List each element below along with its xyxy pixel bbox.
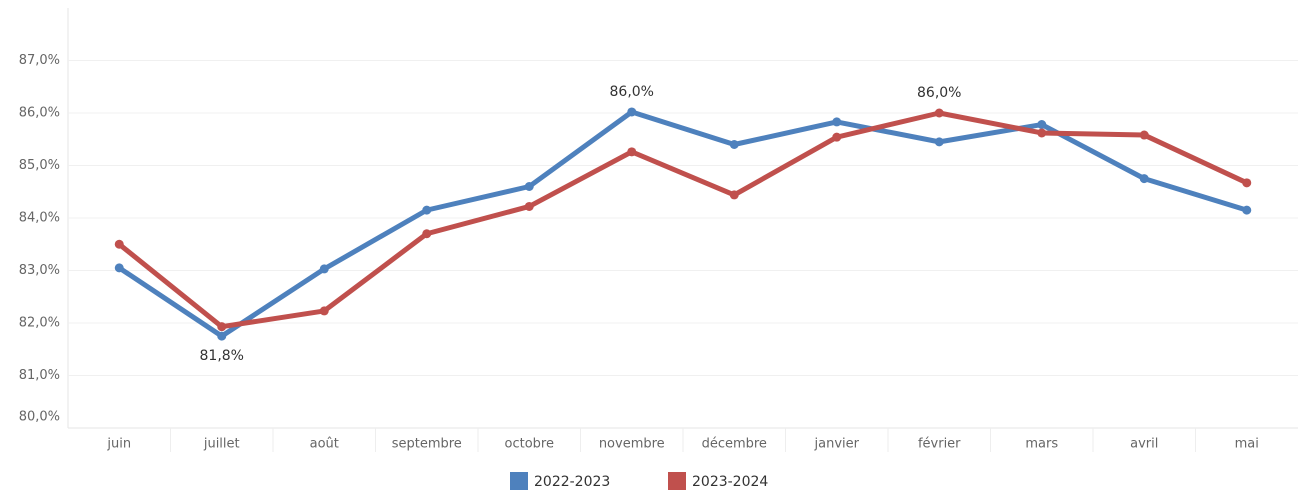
- point: [729, 140, 739, 149]
- y-tick-label: 81,0%: [19, 368, 60, 383]
- x-tick-label: décembre: [702, 437, 767, 452]
- y-tick-label: 82,0%: [19, 316, 60, 331]
- x-tick-label: juin: [106, 437, 131, 452]
- point: [832, 132, 842, 142]
- point: [319, 306, 329, 316]
- legend-label: 2022-2023: [534, 474, 610, 490]
- data-label: 86,0%: [610, 84, 654, 100]
- point: [114, 239, 124, 249]
- point: [1242, 178, 1252, 188]
- point: [627, 147, 637, 157]
- point: [217, 322, 227, 332]
- point: [217, 331, 227, 341]
- series-line: [117, 109, 1248, 339]
- point: [832, 117, 842, 127]
- data-label: 86,0%: [917, 85, 961, 101]
- point: [422, 205, 432, 215]
- point: [319, 264, 329, 274]
- y-tick-label: 80,0%: [19, 410, 60, 425]
- point: [524, 201, 534, 211]
- x-tick-label: juillet: [203, 437, 240, 452]
- legend-label: 2023-2024: [692, 474, 768, 490]
- y-tick-label: 86,0%: [19, 106, 60, 121]
- series-line: [117, 110, 1248, 330]
- x-tick-label: janvier: [814, 437, 860, 452]
- x-tick-label: mars: [1025, 437, 1058, 452]
- x-tick-label: octobre: [505, 437, 554, 452]
- x-tick-label: février: [918, 437, 961, 452]
- data-label: 81,8%: [200, 348, 244, 364]
- x-tick-label: avril: [1130, 437, 1158, 452]
- point: [422, 229, 432, 239]
- x-tick-label: août: [310, 437, 339, 452]
- point: [934, 137, 944, 147]
- point: [934, 108, 944, 118]
- point: [524, 182, 534, 191]
- point: [1139, 130, 1149, 140]
- point: [1242, 205, 1252, 215]
- point: [729, 190, 739, 200]
- point: [114, 263, 124, 273]
- y-tick-label: 85,0%: [19, 158, 60, 173]
- point: [627, 107, 637, 117]
- y-tick-label: 83,0%: [19, 263, 60, 278]
- point: [1139, 174, 1149, 184]
- legend-swatch: [668, 472, 686, 490]
- legend-swatch: [510, 472, 528, 490]
- y-tick-label: 84,0%: [19, 211, 60, 226]
- y-tick-label: 87,0%: [19, 53, 60, 68]
- x-tick-label: septembre: [392, 437, 462, 452]
- point: [1037, 120, 1047, 130]
- x-tick-label: novembre: [599, 437, 665, 452]
- point: [1037, 128, 1047, 138]
- x-tick-label: mai: [1235, 437, 1259, 452]
